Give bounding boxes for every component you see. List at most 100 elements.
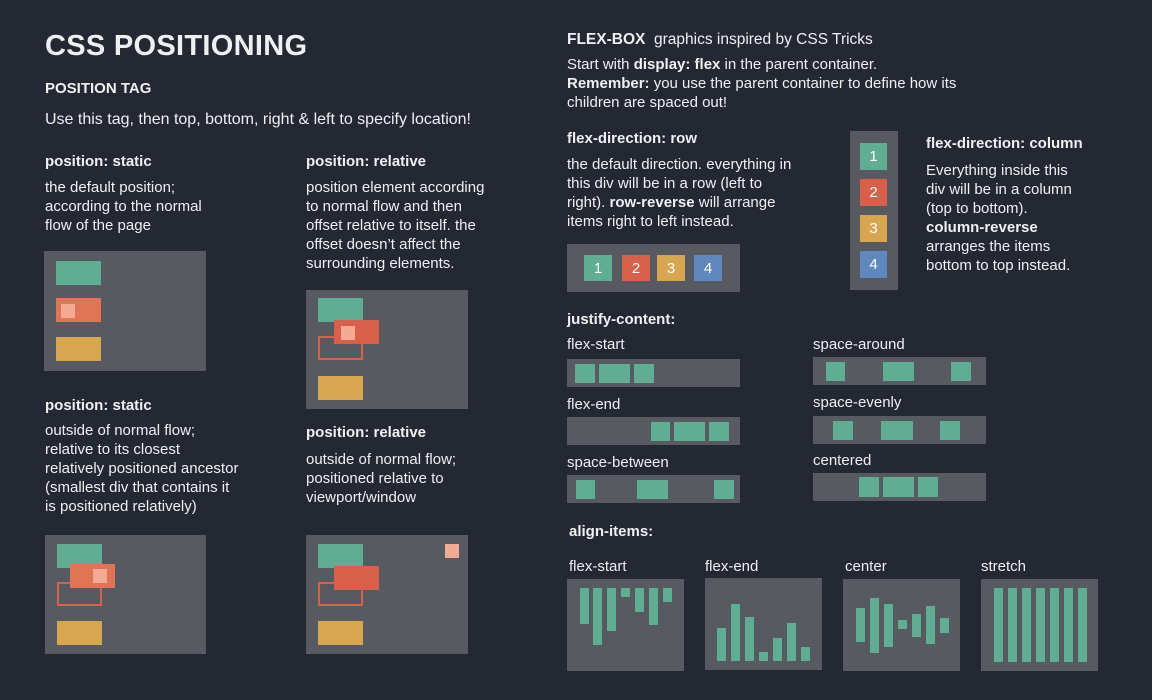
justify-item — [951, 362, 971, 381]
static2-line: relatively positioned ancestor — [45, 460, 239, 477]
align-item — [745, 617, 754, 661]
relative2-line: positioned relative to — [306, 470, 444, 487]
justify-item — [651, 422, 670, 441]
static2-line: relative to its closest — [45, 441, 181, 458]
align-label-center: center — [845, 558, 887, 575]
justify-space-around-diagram — [813, 357, 986, 385]
flex-item-2: 2 — [860, 179, 887, 206]
flex-item-2: 2 — [622, 255, 650, 281]
align-item — [607, 588, 616, 631]
diagram-box-red — [334, 566, 379, 590]
static2-heading: position: static — [45, 397, 152, 414]
justify-item — [940, 421, 960, 440]
relative1-line: offset doesn’t affect the — [306, 236, 461, 253]
flex-column-line: column-reverse — [926, 218, 1072, 237]
diagram-box-green — [56, 261, 101, 285]
static1-diagram — [44, 251, 206, 371]
flex-item-4: 4 — [860, 251, 887, 278]
align-item — [1036, 588, 1045, 662]
justify-label-flex-end: flex-end — [567, 396, 621, 413]
relative2-description: outside of normal flow; positioned relat… — [306, 450, 456, 507]
justify-flex-start-diagram — [567, 359, 740, 387]
relative2-line: outside of normal flow; — [306, 451, 457, 468]
justify-item — [918, 477, 938, 497]
flex-item-1: 1 — [860, 143, 887, 170]
justify-item — [674, 422, 705, 441]
align-center-diagram — [843, 579, 960, 671]
justify-space-evenly-diagram — [813, 416, 986, 444]
align-label-flex-end: flex-end — [705, 558, 759, 575]
align-item — [898, 620, 907, 629]
justify-space-between-diagram — [567, 475, 740, 503]
relative1-description: position element according to normal flo… — [306, 178, 484, 273]
justify-label-flex-start: flex-start — [567, 336, 625, 353]
relative1-line: surrounding elements. — [306, 255, 455, 272]
flexbox-intro-line: Start with display: flex in the parent c… — [567, 55, 956, 74]
align-item — [994, 588, 1003, 662]
flex-row-line: this div will be in a row (left to — [567, 175, 763, 192]
align-heading: align-items: — [569, 523, 654, 540]
justify-item — [826, 362, 845, 381]
flexbox-intro-text: in the parent container. — [720, 56, 878, 73]
justify-flex-end-diagram — [567, 417, 740, 445]
align-item — [926, 606, 935, 644]
align-item — [884, 604, 893, 647]
justify-centered-diagram — [813, 473, 986, 501]
justify-label-space-between: space-between — [567, 454, 669, 471]
justify-label-centered: centered — [813, 452, 872, 469]
relative1-line: offset relative to itself. the — [306, 217, 476, 234]
justify-label-space-evenly: space-evenly — [813, 394, 902, 411]
flex-row-text: will arrange — [694, 194, 776, 211]
flexbox-intro-line: children are spaced out! — [567, 94, 728, 111]
justify-label-space-around: space-around — [813, 336, 905, 353]
flex-row-text: right). — [567, 194, 610, 211]
flexbox-intro-bold: Remember: — [567, 75, 650, 92]
align-label-flex-start: flex-start — [569, 558, 627, 575]
relative1-line: to normal flow and then — [306, 198, 462, 215]
align-item — [1050, 588, 1059, 662]
flex-column-line: div will be in a column — [926, 181, 1072, 198]
justify-item — [833, 421, 853, 440]
flex-column-line: bottom to top instead. — [926, 257, 1071, 274]
flex-item-1: 1 — [584, 255, 612, 281]
flex-column-diagram: 1 2 3 4 — [850, 131, 898, 290]
flex-column-line: arranges the items — [926, 238, 1051, 255]
align-label-stretch: stretch — [981, 558, 1027, 575]
flex-column-line: (top to bottom). — [926, 200, 1028, 217]
align-item — [649, 588, 658, 625]
relative1-diagram — [306, 290, 468, 409]
diagram-box-pink — [93, 569, 107, 583]
relative2-line: viewport/window — [306, 489, 417, 506]
relative2-heading: position: relative — [306, 424, 427, 441]
justify-item — [634, 364, 654, 383]
diagram-box-yellow — [318, 621, 363, 645]
flexbox-title: FLEX-BOX graphics inspired by CSS Tricks — [567, 30, 873, 49]
align-item — [731, 604, 740, 661]
justify-item — [575, 364, 595, 383]
flex-column-bold: column-reverse — [926, 219, 1038, 236]
align-item — [759, 652, 768, 661]
align-item — [1008, 588, 1017, 662]
align-item — [717, 628, 726, 661]
align-item — [1022, 588, 1031, 662]
static1-line: the default position; — [45, 179, 176, 196]
diagram-box-red — [70, 564, 115, 588]
justify-item — [714, 480, 734, 499]
align-item — [1064, 588, 1073, 662]
flex-row-line: right). row-reverse will arrange — [567, 193, 791, 212]
flexbox-intro: Start with display: flex in the parent c… — [567, 55, 956, 112]
flex-row-line: the default direction. everything in — [567, 156, 792, 173]
static2-line: is positioned relatively) — [45, 498, 197, 515]
flexbox-intro-line: Remember: you use the parent container t… — [567, 74, 956, 93]
align-flex-end-diagram — [705, 578, 822, 670]
relative1-heading: position: relative — [306, 153, 427, 170]
static1-heading: position: static — [45, 153, 152, 170]
flex-row-bold: row-reverse — [609, 194, 695, 211]
static1-description: the default position; according to the n… — [45, 178, 202, 235]
flexbox-intro-bold: display: flex — [633, 56, 721, 73]
align-item — [1078, 588, 1087, 662]
align-item — [940, 618, 949, 633]
justify-heading: justify-content: — [567, 311, 676, 328]
static2-diagram — [45, 535, 206, 654]
justify-item — [637, 480, 668, 499]
